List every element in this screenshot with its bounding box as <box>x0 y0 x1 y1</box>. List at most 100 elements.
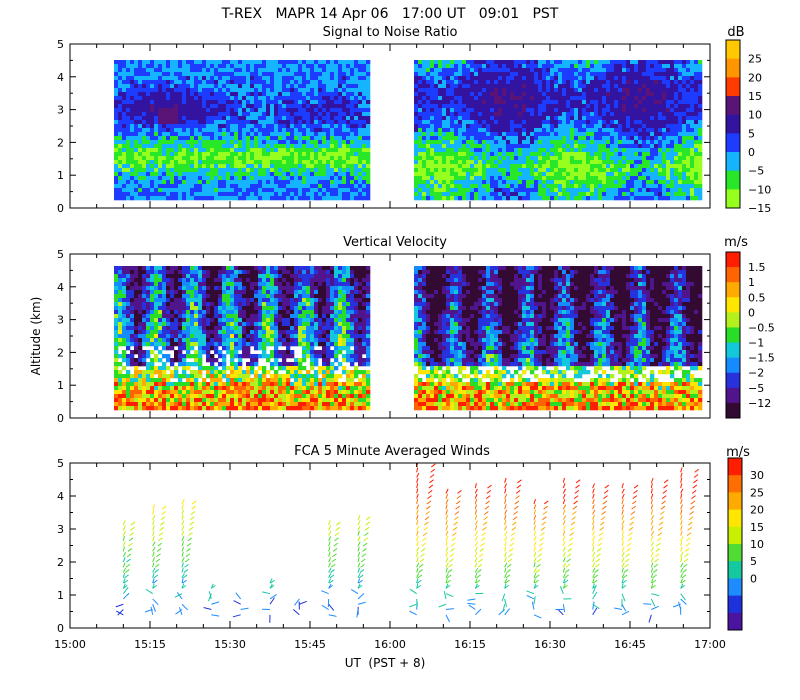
snr-cell <box>474 116 479 121</box>
snr-cell <box>174 64 179 69</box>
snr-cell <box>674 152 679 157</box>
snr-cell <box>582 192 587 197</box>
snr-cell <box>214 104 219 109</box>
snr-cell <box>638 64 643 69</box>
snr-cell <box>474 168 479 173</box>
snr-cell <box>674 168 679 173</box>
snr-cell <box>642 80 647 85</box>
snr-cell <box>214 84 219 89</box>
snr-cell <box>142 80 147 85</box>
snr-cell <box>662 108 667 113</box>
snr-cell <box>234 60 239 65</box>
figure-title: T-REX MAPR 14 Apr 06 17:00 UT 09:01 PST <box>221 6 559 22</box>
snr-cell <box>350 68 355 73</box>
snr-cell <box>118 140 123 145</box>
snr-cell <box>530 184 535 189</box>
snr-cell <box>498 152 503 157</box>
snr-cell <box>226 108 231 113</box>
snr-cell <box>610 112 615 117</box>
snr-cell <box>418 148 423 153</box>
snr-cell <box>290 168 295 173</box>
snr-cell <box>266 76 271 81</box>
snr-cell <box>206 160 211 165</box>
snr-cell <box>502 156 507 161</box>
snr-cell <box>154 88 159 93</box>
snr-cell <box>570 184 575 189</box>
snr-cell <box>522 144 527 149</box>
snr-cell <box>322 64 327 69</box>
snr-cell <box>222 168 227 173</box>
snr-cell <box>306 76 311 81</box>
snr-cell <box>686 80 691 85</box>
snr-cell <box>194 64 199 69</box>
snr-cell <box>438 92 443 97</box>
snr-cell <box>186 124 191 129</box>
snr-cell <box>646 116 651 121</box>
snr-cell <box>630 120 635 125</box>
snr-cell <box>566 88 571 93</box>
snr-cell <box>222 100 227 105</box>
snr-cell <box>222 192 227 197</box>
snr-cell <box>622 184 627 189</box>
snr-cell <box>538 160 543 165</box>
snr-cell <box>418 184 423 189</box>
snr-cell <box>654 60 659 65</box>
snr-cell <box>334 104 339 109</box>
snr-cell <box>554 144 559 149</box>
snr-cell <box>302 64 307 69</box>
snr-cell <box>486 120 491 125</box>
snr-cell <box>302 172 307 177</box>
snr-cell <box>422 196 427 201</box>
snr-cell <box>690 80 695 85</box>
snr-cell <box>414 112 419 117</box>
snr-cell <box>426 84 431 89</box>
snr-cell <box>654 128 659 133</box>
snr-cell <box>606 96 611 101</box>
snr-cell <box>154 108 159 113</box>
snr-cell <box>266 184 271 189</box>
snr-cell <box>582 76 587 81</box>
snr-cell <box>550 144 555 149</box>
snr-cell <box>326 92 331 97</box>
snr-cell <box>594 168 599 173</box>
snr-cell <box>186 188 191 193</box>
snr-cell <box>498 160 503 165</box>
snr-cell <box>574 84 579 89</box>
snr-cell <box>266 188 271 193</box>
snr-cell <box>582 128 587 133</box>
snr-cell <box>554 96 559 101</box>
snr-cell <box>602 192 607 197</box>
snr-cell <box>122 156 127 161</box>
snr-cell <box>542 60 547 65</box>
snr-cell <box>342 132 347 137</box>
velocity-cell <box>118 334 123 339</box>
snr-cell <box>122 100 127 105</box>
snr-cell <box>582 88 587 93</box>
snr-cell <box>206 96 211 101</box>
snr-cell <box>458 128 463 133</box>
snr-cell <box>558 68 563 73</box>
snr-cell <box>502 64 507 69</box>
snr-cell <box>502 116 507 121</box>
snr-cell <box>258 148 263 153</box>
snr-cell <box>622 108 627 113</box>
snr-cell <box>218 140 223 145</box>
snr-cell <box>590 72 595 77</box>
snr-cell <box>550 112 555 117</box>
snr-cell <box>206 76 211 81</box>
snr-cell <box>454 152 459 157</box>
snr-cell <box>606 140 611 145</box>
snr-cell <box>586 120 591 125</box>
snr-cell <box>278 176 283 181</box>
snr-cell <box>466 188 471 193</box>
snr-cell <box>506 144 511 149</box>
snr-cell <box>610 104 615 109</box>
snr-cell <box>542 84 547 89</box>
snr-cell <box>310 64 315 69</box>
snr-cell <box>302 156 307 161</box>
snr-cell <box>290 140 295 145</box>
snr-cell <box>122 172 127 177</box>
snr-cell <box>658 168 663 173</box>
snr-cell <box>642 108 647 113</box>
snr-cell <box>270 112 275 117</box>
